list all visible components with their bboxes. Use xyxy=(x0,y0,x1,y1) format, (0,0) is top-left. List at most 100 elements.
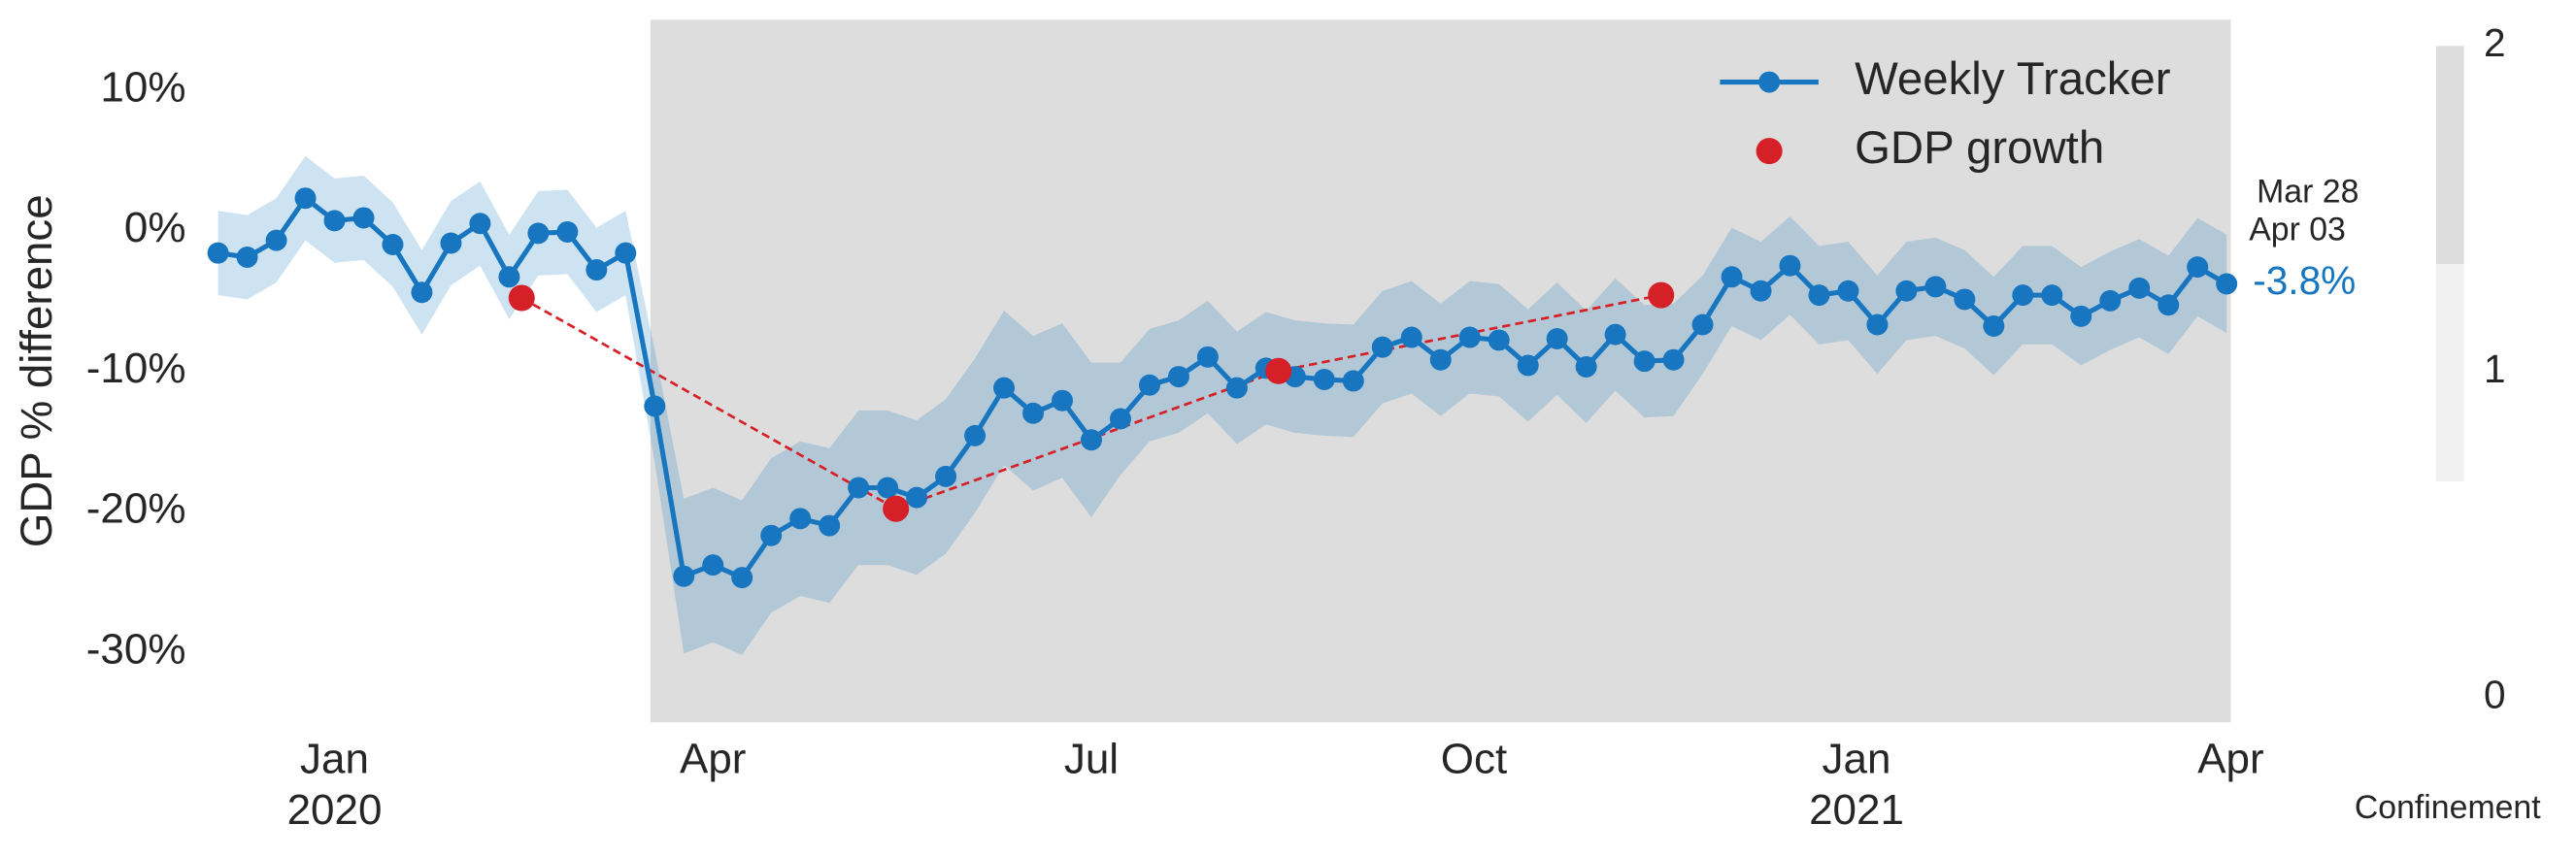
confinement-region xyxy=(651,19,2231,723)
x-tick-label: Jul xyxy=(1064,736,1119,783)
tracker-point xyxy=(294,187,317,210)
gdp-point xyxy=(1265,357,1292,384)
tracker-point xyxy=(498,266,520,288)
tracker-point xyxy=(1895,280,1918,302)
value-label: -3.8% xyxy=(2253,258,2356,303)
x-tick-label: Apr xyxy=(2197,736,2263,783)
legend-marker xyxy=(1758,71,1781,93)
tracker-point xyxy=(236,247,258,269)
tracker-point xyxy=(702,554,724,577)
tracker-point xyxy=(1721,266,1743,288)
tracker-point xyxy=(2070,305,2092,327)
x-tick-year: 2021 xyxy=(1809,786,1904,834)
gdp-point xyxy=(883,495,910,522)
tracker-point xyxy=(848,477,870,499)
tracker-point xyxy=(527,222,550,245)
tracker-point xyxy=(1633,350,1656,373)
tracker-point xyxy=(1575,355,1597,378)
tracker-point xyxy=(585,259,608,281)
y-tick-label: 0% xyxy=(124,204,186,251)
tracker-point xyxy=(877,477,899,499)
tracker-point xyxy=(1022,402,1045,424)
tracker-point xyxy=(760,524,783,546)
legend-marker xyxy=(1756,138,1783,165)
tracker-point xyxy=(1225,377,1248,399)
tracker-point xyxy=(265,229,287,251)
tracker-point xyxy=(1517,354,1539,377)
tracker-point xyxy=(1052,389,1073,412)
tracker-point xyxy=(1167,366,1189,388)
colorbar-label: Confinement xyxy=(2355,789,2541,826)
tracker-point xyxy=(644,395,666,417)
tracker-point xyxy=(1779,254,1801,277)
colorbar-segment xyxy=(2435,263,2464,481)
colorbar-segment xyxy=(2435,46,2464,265)
x-tick-label: Oct xyxy=(1441,736,1507,783)
tracker-point xyxy=(731,567,753,589)
tracker-point xyxy=(2187,256,2209,279)
gdp-point xyxy=(508,284,535,312)
tracker-point xyxy=(1196,346,1219,368)
tracker-point xyxy=(207,242,229,264)
tracker-point xyxy=(993,377,1016,399)
tracker-point xyxy=(1342,370,1364,392)
tracker-point xyxy=(1691,313,1714,336)
colorbar-tick-label: 0 xyxy=(2484,673,2506,717)
tracker-point xyxy=(964,424,987,446)
colorbar-tick-label: 2 xyxy=(2484,20,2506,65)
tracker-point xyxy=(673,565,695,587)
date-annotation: Apr 03 xyxy=(2249,211,2346,247)
x-tick-label: Jan xyxy=(300,736,369,783)
tracker-point xyxy=(906,486,928,509)
tracker-point xyxy=(2158,294,2180,316)
tracker-point xyxy=(819,514,841,537)
legend-label: GDP growth xyxy=(1855,122,2104,174)
tracker-point xyxy=(323,210,346,232)
y-tick-label: 10% xyxy=(100,63,185,111)
tracker-point xyxy=(469,213,491,235)
tracker-point xyxy=(1808,284,1830,307)
tracker-point xyxy=(1488,329,1510,351)
y-tick-label: -30% xyxy=(86,626,186,674)
tracker-point xyxy=(1429,348,1452,371)
y-tick-label: -20% xyxy=(86,485,186,533)
tracker-point xyxy=(615,242,637,264)
colorbar-segment xyxy=(2435,480,2464,699)
tracker-point xyxy=(1750,280,1772,302)
tracker-point xyxy=(1866,313,1889,336)
tracker-point xyxy=(440,232,462,254)
x-tick-year: 2020 xyxy=(287,786,383,834)
x-tick-label: Jan xyxy=(1823,736,1891,783)
tracker-point xyxy=(411,281,433,304)
tracker-line xyxy=(217,194,2228,581)
tracker-point xyxy=(1080,429,1102,451)
tracker-point xyxy=(1924,276,1947,298)
tracker-point xyxy=(1138,374,1160,396)
date-annotation: Mar 28 xyxy=(2257,174,2359,211)
tracker-point xyxy=(2216,273,2238,295)
tracker-point xyxy=(1604,323,1626,346)
y-tick-label: -10% xyxy=(86,345,186,392)
x-tick-label: Apr xyxy=(680,736,746,783)
tracker-point xyxy=(1954,288,1976,311)
tracker-point xyxy=(2012,284,2034,307)
tracker-point xyxy=(1109,408,1131,430)
tracker-point xyxy=(2099,289,2122,312)
tracker-point xyxy=(1458,326,1481,348)
legend-label: Weekly Tracker xyxy=(1855,53,2170,105)
tracker-point xyxy=(352,207,375,229)
y-axis-label: GDP % difference xyxy=(12,194,61,547)
tracker-point xyxy=(1371,336,1393,358)
tracker-point xyxy=(1400,326,1422,348)
tracker-point xyxy=(1546,327,1568,349)
tracker-point xyxy=(2128,277,2151,299)
tracker-point xyxy=(1313,368,1335,390)
tracker-point xyxy=(1983,314,2005,337)
tracker-point xyxy=(556,220,579,243)
tracker-point xyxy=(382,233,404,255)
colorbar-tick-label: 1 xyxy=(2484,346,2506,391)
gdp-point xyxy=(1648,281,1675,309)
tracker-point xyxy=(1837,280,1859,302)
tracker-point xyxy=(789,508,812,530)
